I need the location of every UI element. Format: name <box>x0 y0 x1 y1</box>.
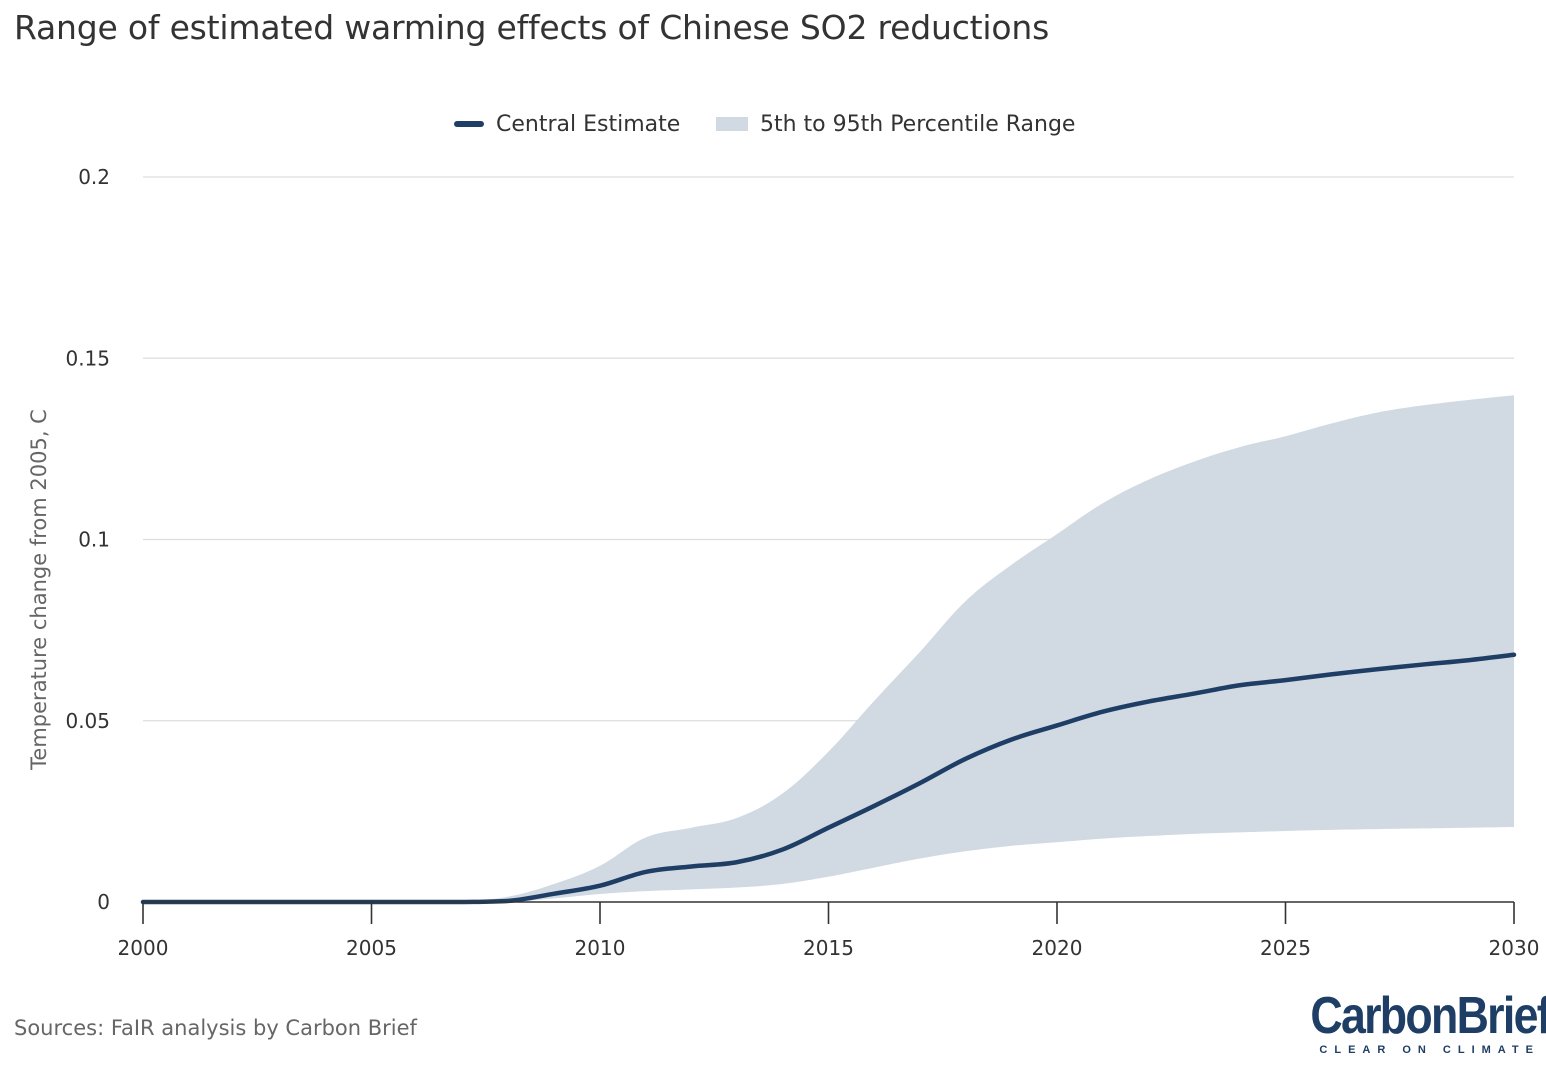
logo-tagline: CLEAR ON CLIMATE <box>1319 1044 1540 1056</box>
y-tick-label: 0.1 <box>78 528 110 552</box>
percentile-range-area <box>143 395 1514 902</box>
x-tick-label: 2005 <box>346 936 397 960</box>
x-tick-label: 2025 <box>1260 936 1311 960</box>
legend-area-swatch <box>716 117 748 131</box>
x-tick-label: 2000 <box>118 936 169 960</box>
percentile-range-area-layer <box>143 395 1514 902</box>
y-tick-label: 0.05 <box>65 709 110 733</box>
y-tick-label: 0.15 <box>65 346 110 370</box>
legend-label-range: 5th to 95th Percentile Range <box>760 111 1076 137</box>
y-tick-label: 0 <box>97 890 110 914</box>
legend-label-central: Central Estimate <box>496 111 681 137</box>
x-tick-label: 2020 <box>1032 936 1083 960</box>
x-tick-label: 2015 <box>803 936 854 960</box>
legend-item-percentile-range[interactable]: 5th to 95th Percentile Range <box>716 108 1075 140</box>
y-axis-ticks: 0 0.05 0.1 0.15 0.2 <box>65 165 110 914</box>
x-axis: 2000 2005 2010 2015 2020 2025 2030 <box>118 901 1540 960</box>
legend: Central Estimate 5th to 95th Percentile … <box>0 108 1546 140</box>
y-axis-label: Temperature change from 2005, C <box>27 409 51 771</box>
chart-title: Range of estimated warming effects of Ch… <box>14 8 1050 47</box>
carbon-brief-logo: CarbonBrief CLEAR ON CLIMATE <box>1274 987 1546 1056</box>
x-tick-label: 2030 <box>1489 936 1540 960</box>
x-tick-label: 2010 <box>575 936 626 960</box>
legend-item-central-estimate[interactable]: Central Estimate <box>454 108 680 140</box>
logo-wordmark: CarbonBrief <box>1310 987 1546 1045</box>
legend-line-swatch <box>454 121 484 127</box>
source-note: Sources: FaIR analysis by Carbon Brief <box>14 1016 417 1040</box>
y-tick-label: 0.2 <box>78 165 110 189</box>
